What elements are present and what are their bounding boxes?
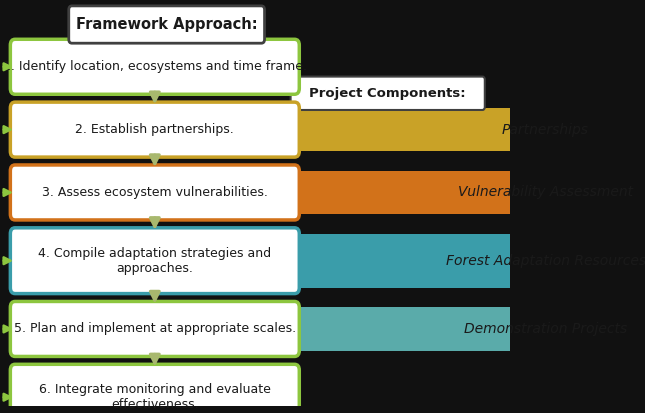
FancyBboxPatch shape — [10, 165, 299, 220]
Bar — [284, 108, 514, 151]
Text: Partnerships: Partnerships — [502, 123, 589, 137]
FancyBboxPatch shape — [10, 102, 299, 157]
Bar — [284, 307, 514, 351]
Text: 3. Assess ecosystem vulnerabilities.: 3. Assess ecosystem vulnerabilities. — [42, 186, 268, 199]
Text: Vulnerability Assessment: Vulnerability Assessment — [458, 185, 633, 199]
Bar — [284, 234, 514, 288]
Bar — [284, 171, 514, 214]
Text: 1. Identify location, ecosystems and time frame.: 1. Identify location, ecosystems and tim… — [3, 60, 307, 73]
Text: Forest Adaptation Resources: Forest Adaptation Resources — [446, 254, 645, 268]
Text: Project Components:: Project Components: — [310, 87, 466, 100]
FancyBboxPatch shape — [10, 301, 299, 356]
Text: Framework Approach:: Framework Approach: — [76, 17, 257, 32]
FancyBboxPatch shape — [69, 6, 264, 43]
Text: 2. Establish partnerships.: 2. Establish partnerships. — [75, 123, 234, 136]
Text: 6. Integrate monitoring and evaluate
effectiveness.: 6. Integrate monitoring and evaluate eff… — [39, 383, 271, 411]
Text: Demonstration Projects: Demonstration Projects — [464, 322, 627, 336]
FancyBboxPatch shape — [10, 364, 299, 413]
Text: 4. Compile adaptation strategies and
approaches.: 4. Compile adaptation strategies and app… — [38, 247, 272, 275]
FancyBboxPatch shape — [291, 76, 485, 110]
FancyBboxPatch shape — [10, 39, 299, 94]
FancyBboxPatch shape — [10, 228, 299, 294]
Text: 5. Plan and implement at appropriate scales.: 5. Plan and implement at appropriate sca… — [14, 323, 296, 335]
